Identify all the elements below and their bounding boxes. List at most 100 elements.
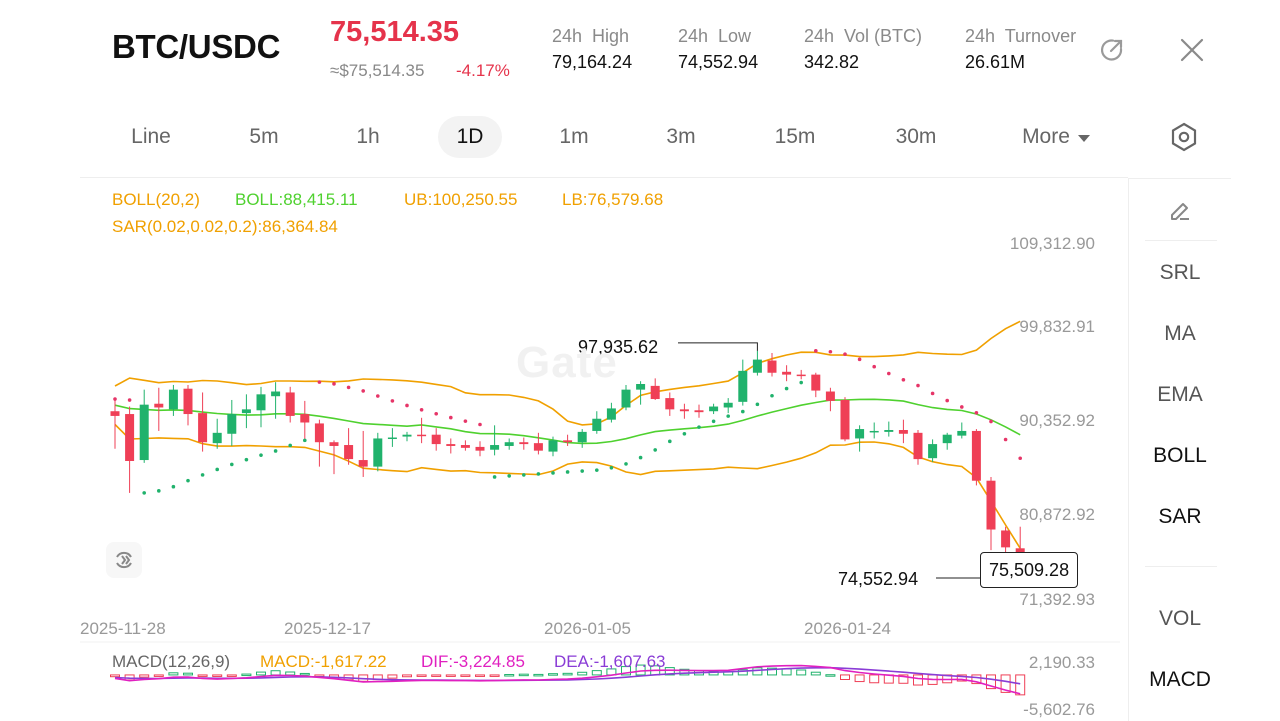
- macd-histogram-bar: [898, 674, 909, 684]
- candle-body: [694, 410, 704, 413]
- candle-body: [256, 394, 266, 411]
- high-leader-line: [678, 342, 758, 351]
- indicator-macd[interactable]: MACD: [1149, 668, 1211, 691]
- candle-body: [402, 434, 412, 437]
- sar-dot: [682, 431, 687, 436]
- sar-dot: [551, 471, 555, 475]
- candle-body: [971, 430, 981, 481]
- tab-1m[interactable]: 1m: [559, 125, 589, 148]
- tab-5m[interactable]: 5m: [249, 125, 279, 148]
- sar-dot: [200, 473, 205, 477]
- pencil-icon[interactable]: [1129, 197, 1231, 229]
- indicator-ema[interactable]: EMA: [1157, 383, 1203, 406]
- candle-body: [446, 444, 456, 446]
- sar-dot: [376, 394, 380, 398]
- sar-dot: [113, 397, 117, 401]
- indicator-vol[interactable]: VOL: [1158, 607, 1202, 630]
- sar-dot: [595, 468, 599, 472]
- sar-dot: [857, 357, 862, 362]
- macd-label: MACD(12,26,9): [112, 652, 231, 671]
- stat-volume: 24h Vol (BTC) 342.82: [804, 26, 922, 73]
- candle-body: [271, 391, 281, 397]
- macd-histogram-bar: [299, 672, 310, 676]
- sar-dot: [332, 382, 336, 386]
- candle-body: [548, 440, 558, 452]
- candle-body: [913, 432, 923, 460]
- candle-body: [869, 430, 879, 433]
- stat-high: 24h High 79,164.24: [552, 26, 632, 73]
- close-icon[interactable]: [1176, 34, 1208, 66]
- sar-dot: [814, 349, 818, 353]
- high-price-label: 97,935.62: [578, 337, 659, 357]
- boll-upper-band: [114, 320, 1021, 426]
- indicator-panel: SRL MA EMA BOLL SAR VOL MACD: [1128, 178, 1231, 721]
- tab-more[interactable]: More: [1006, 116, 1106, 158]
- tab-1d[interactable]: 1D: [438, 116, 502, 158]
- sar-dot: [872, 364, 876, 369]
- x-tick: 2026-01-24: [804, 619, 891, 638]
- stat-value: 79,164.24: [552, 52, 633, 72]
- macd-histogram-bar: [489, 674, 500, 677]
- macd-histogram-bar: [212, 674, 223, 677]
- candle-body: [723, 402, 733, 408]
- tab-30m[interactable]: 30m: [895, 125, 937, 148]
- candle-body: [314, 423, 324, 443]
- x-tick: 2025-12-17: [284, 619, 371, 638]
- indicator-sar[interactable]: SAR: [1158, 505, 1202, 528]
- dif-line: [114, 664, 1021, 695]
- sar-dot: [726, 414, 730, 418]
- candle-body: [825, 391, 835, 401]
- tab-3m[interactable]: 3m: [666, 125, 696, 148]
- tab-line[interactable]: Line: [131, 125, 171, 148]
- macd-histogram-bar: [431, 674, 442, 677]
- boll-lower-band: [114, 423, 1021, 549]
- sar-dot: [419, 407, 424, 412]
- stat-label: 24h Turnover: [965, 26, 1077, 46]
- stat-value: 342.82: [804, 52, 860, 72]
- indicator-srl[interactable]: SRL: [1159, 261, 1201, 284]
- candle-body: [519, 442, 529, 445]
- pair-title: BTC/USDC: [112, 28, 281, 65]
- macd-histogram-bar: [402, 674, 412, 678]
- sar-dot: [142, 491, 146, 495]
- candle-body: [811, 374, 821, 391]
- candle-body: [110, 411, 120, 416]
- sar-dot: [609, 465, 614, 470]
- indicator-ma[interactable]: MA: [1164, 322, 1196, 345]
- sar-dot: [244, 457, 249, 462]
- macd-histogram-bar: [796, 669, 807, 676]
- sar-dot: [755, 402, 760, 407]
- sar-dot: [127, 398, 132, 402]
- sar-dot: [478, 422, 482, 427]
- tab-1h[interactable]: 1h: [356, 125, 380, 148]
- tab-15m[interactable]: 15m: [774, 125, 816, 148]
- candle-body: [198, 413, 208, 443]
- macd-histogram-bar: [562, 672, 573, 676]
- candle-body: [898, 430, 908, 434]
- candle-body: [241, 409, 251, 414]
- macd-histogram-bar: [153, 674, 164, 677]
- settings-hexagon-icon[interactable]: [1168, 121, 1200, 153]
- indicator-boll[interactable]: BOLL: [1153, 444, 1207, 467]
- sar-dot: [303, 438, 307, 443]
- candle-body: [986, 480, 996, 530]
- macd-histogram-bar: [168, 672, 179, 676]
- share-icon[interactable]: [1096, 34, 1128, 66]
- stat-low: 24h Low 74,552.94: [678, 26, 758, 73]
- candle-body: [373, 438, 383, 467]
- reset-view-icon[interactable]: [106, 542, 142, 578]
- candle-body: [709, 406, 719, 412]
- macd-histogram-bar: [840, 674, 850, 681]
- chart-canvas[interactable]: [80, 178, 1120, 720]
- y-tick: 109,312.90: [1009, 234, 1095, 253]
- candle-body: [417, 434, 427, 437]
- change-percent: -4.17%: [456, 61, 510, 80]
- sar-dot: [580, 469, 584, 473]
- candle-body: [563, 440, 573, 443]
- candle-body: [796, 374, 806, 377]
- sar-value: SAR(0.02,0.02,0.2):86,364.84: [112, 217, 338, 236]
- macd-histogram-bar: [737, 669, 748, 676]
- sar-dot: [215, 467, 219, 472]
- candle-body: [227, 414, 237, 434]
- y-tick: 80,872.92: [1019, 505, 1095, 524]
